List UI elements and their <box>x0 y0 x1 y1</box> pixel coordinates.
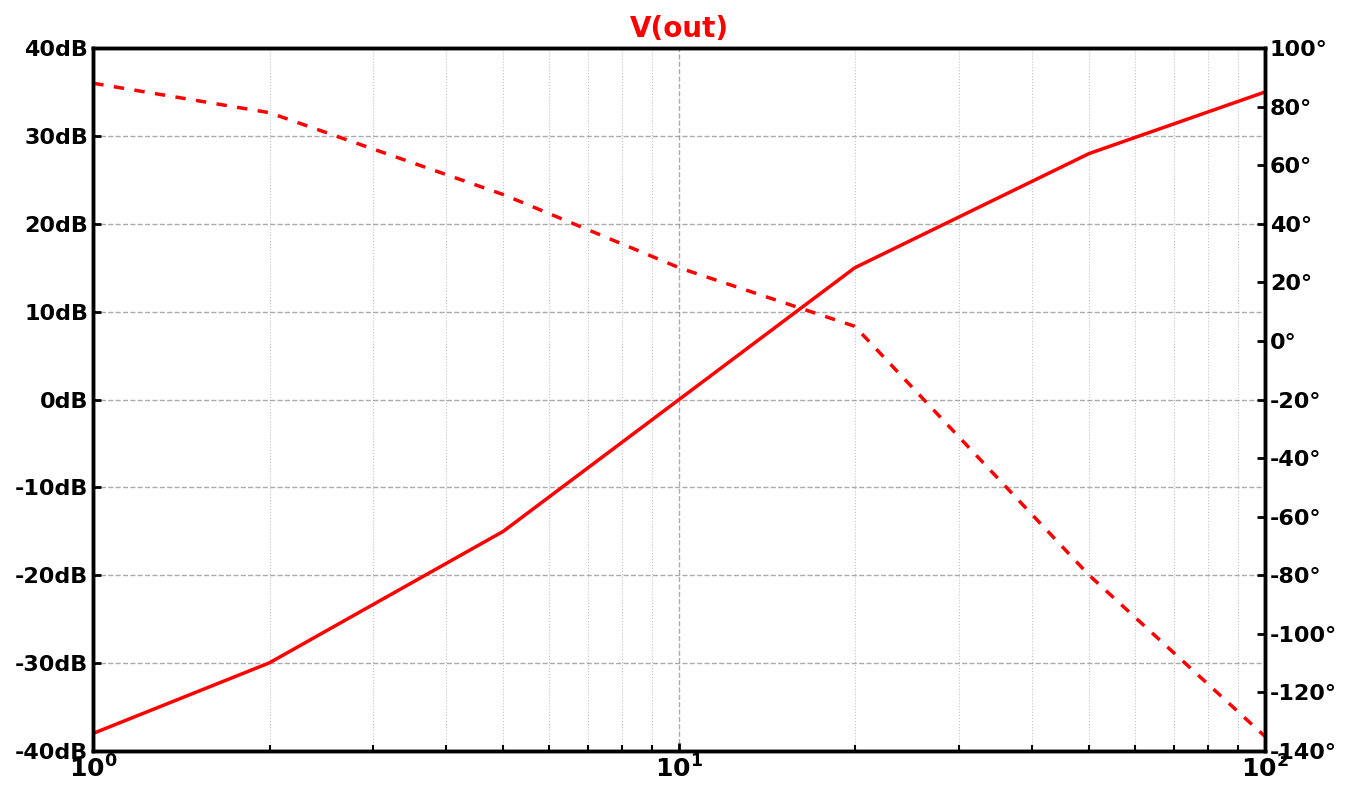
Title: V(out): V(out) <box>630 15 729 43</box>
